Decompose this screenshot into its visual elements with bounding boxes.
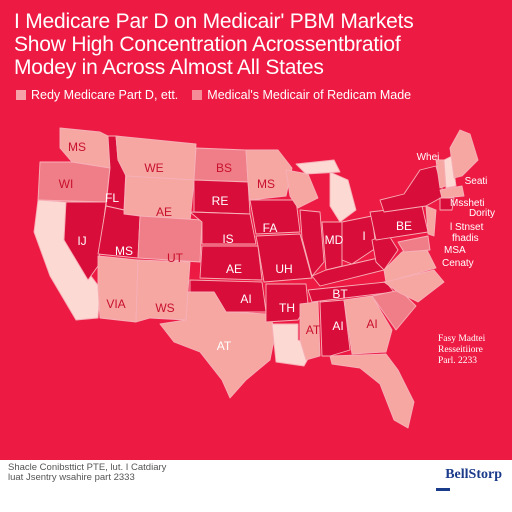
legend-swatch-1 xyxy=(16,90,26,100)
state-south-carolina[interactable] xyxy=(371,289,417,331)
side-label-4: MSA xyxy=(444,245,466,256)
state-nebraska[interactable] xyxy=(189,211,257,245)
state-label: IJ xyxy=(77,234,86,248)
state-new-mexico[interactable] xyxy=(135,259,191,323)
state-label: I xyxy=(362,229,365,243)
state-connecticut[interactable] xyxy=(439,197,455,211)
state-label: BS xyxy=(216,161,232,175)
source-line-2: luat Jsentry wsahire part 2333 xyxy=(8,472,135,483)
side-label-5: Cenaty xyxy=(442,258,474,269)
side-label-2: l Stnset xyxy=(450,222,484,233)
state-ohio[interactable] xyxy=(341,215,377,265)
state-nevada[interactable] xyxy=(63,201,107,281)
state-label: VIA xyxy=(106,297,125,311)
state-iowa[interactable] xyxy=(249,199,301,235)
state-label: MS xyxy=(115,244,133,258)
state-label: Whei xyxy=(417,152,440,163)
title-line-1: I Medicare Par D on Medicair' PBM Market… xyxy=(14,10,414,33)
side-label-3: fhadis xyxy=(452,233,479,244)
side-label-1: Mssheti xyxy=(450,198,485,209)
state-label: AT xyxy=(217,339,232,353)
legend: Redy Medicare Part D, ett. Medical's Med… xyxy=(16,88,411,102)
state-new-jersey[interactable] xyxy=(425,205,437,237)
state-label: UT xyxy=(167,251,184,265)
state-virginia[interactable] xyxy=(383,243,437,283)
state-label: AE xyxy=(156,205,172,219)
brand-mark xyxy=(436,488,450,491)
note-line-2: Resseitiiore xyxy=(438,345,483,355)
title-line-2: Show High Concentration Acrossentbratiof xyxy=(14,33,401,56)
state-label: FA xyxy=(263,221,278,235)
state-north-carolina[interactable] xyxy=(383,269,445,303)
state-label: BE xyxy=(396,219,412,233)
state-label: MS xyxy=(257,177,275,191)
legend-item-2: Medical's Medicair of Redicam Made xyxy=(192,88,411,102)
state-new-york[interactable] xyxy=(379,165,445,213)
state-label: FL xyxy=(105,191,119,205)
brand-logo: BellStorp xyxy=(445,467,502,482)
state-label: MS xyxy=(68,140,86,154)
state-massachusetts[interactable] xyxy=(439,185,465,199)
state-minnesota[interactable] xyxy=(245,149,293,201)
footer: Shacle Conibsttict PTE, lut. I Catdiary … xyxy=(0,460,512,512)
state-arizona[interactable] xyxy=(97,255,139,323)
state-label: BT xyxy=(332,287,348,301)
state-label: AT xyxy=(306,323,321,337)
legend-item-1: Redy Medicare Part D, ett. xyxy=(16,88,178,102)
legend-label-1: Redy Medicare Part D, ett. xyxy=(31,88,179,102)
us-state-map: MS WE BS WI MS FL RE AE IJ MS IS FA UT A… xyxy=(33,127,495,429)
state-mississippi[interactable] xyxy=(299,301,321,361)
state-michigan[interactable] xyxy=(329,171,357,223)
state-wisconsin[interactable] xyxy=(285,169,319,209)
state-label: WI xyxy=(59,177,74,191)
state-label: AE xyxy=(226,262,242,276)
state-label: AI xyxy=(240,292,251,306)
state-illinois[interactable] xyxy=(299,209,325,277)
note-line-3: Parl. 2233 xyxy=(438,356,478,366)
state-label: MD xyxy=(325,233,344,247)
source-line-1: Shacle Conibsttict PTE, lut. I Catdiary xyxy=(8,462,167,473)
state-texas[interactable] xyxy=(159,291,277,399)
state-label: IS xyxy=(222,232,233,246)
state-florida[interactable] xyxy=(329,353,415,429)
state-alabama[interactable] xyxy=(319,299,351,357)
state-georgia[interactable] xyxy=(343,295,393,355)
state-label: UH xyxy=(275,262,292,276)
state-kansas[interactable] xyxy=(199,245,263,281)
state-maine[interactable] xyxy=(449,129,479,179)
state-oregon[interactable] xyxy=(37,161,111,203)
legend-label-2: Medical's Medicair of Redicam Made xyxy=(207,88,412,102)
state-missouri[interactable] xyxy=(255,233,313,283)
state-label: TH xyxy=(279,301,295,315)
title-line-3: Modey in Across Almost All States xyxy=(14,56,324,79)
state-label: RE xyxy=(212,194,229,208)
state-label: AI xyxy=(366,317,377,331)
state-colorado[interactable] xyxy=(137,215,203,263)
state-label: Dority xyxy=(469,208,495,219)
legend-swatch-2 xyxy=(192,90,203,100)
map-note: Fasy Madtei Resseitiiore Parl. 2233 xyxy=(438,334,485,367)
state-label: WE xyxy=(144,161,163,175)
footer-source: Shacle Conibsttict PTE, lut. I Catdiary … xyxy=(8,463,166,483)
state-label: WS xyxy=(155,301,174,315)
state-label: Seati xyxy=(465,176,488,187)
state-michigan-up[interactable] xyxy=(295,159,341,175)
state-label: AI xyxy=(332,319,343,333)
state-maryland[interactable] xyxy=(397,235,431,253)
note-line-1: Fasy Madtei xyxy=(438,334,486,344)
header: I Medicare Par D on Medicair' PBM Market… xyxy=(14,10,504,79)
